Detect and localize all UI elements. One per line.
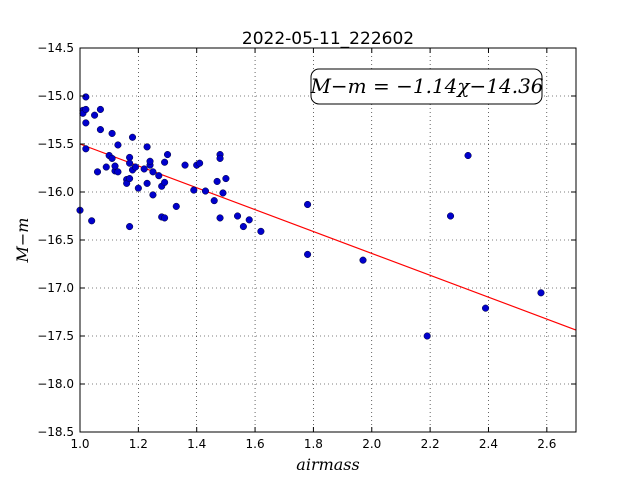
data-point (304, 250, 312, 258)
data-point (155, 172, 163, 180)
fit-line (79, 143, 577, 331)
data-point (210, 197, 218, 205)
data-point (181, 161, 189, 169)
data-point (131, 163, 139, 171)
data-point (482, 304, 490, 312)
fit-line-group (79, 143, 577, 331)
data-point (161, 178, 169, 186)
legend-box-frame (310, 68, 543, 105)
y-tick-labels: −14.5 −15.0 −15.5 −16.0 −16.5 −17.0 −17.5 −18.0… (37, 41, 74, 439)
data-point (359, 256, 367, 264)
data-point (257, 227, 265, 235)
data-point (464, 151, 472, 160)
data-point (163, 151, 172, 159)
x-tick-label: 1.6 (246, 437, 265, 451)
y-tick-label: −14.5 (37, 41, 74, 55)
data-point (88, 217, 96, 225)
data-point (149, 191, 157, 199)
data-point (196, 159, 204, 167)
data-point (201, 187, 210, 195)
data-point (245, 216, 253, 224)
x-axis-label: airmass (296, 455, 359, 474)
data-point (82, 93, 90, 101)
x-tick-label: 1.8 (304, 437, 323, 451)
fit-equation-label: M−m = −1.14χ−14.36 (309, 74, 543, 98)
data-point (96, 126, 104, 134)
data-point (216, 154, 224, 162)
y-tick-label: −17.5 (37, 329, 74, 343)
y-tick-label: −15.0 (37, 89, 74, 103)
y-tick-label: −18.5 (37, 425, 74, 439)
data-point (161, 158, 169, 166)
data-point (143, 179, 151, 187)
data-point (128, 133, 137, 141)
data-point (111, 162, 119, 170)
data-point (216, 214, 224, 222)
data-point (172, 202, 180, 210)
data-point (222, 175, 230, 183)
y-tick-label: −15.5 (37, 137, 74, 151)
x-tick-label: 1.4 (187, 437, 206, 451)
data-point (423, 332, 431, 340)
x-tick-label: 1.0 (70, 437, 89, 451)
data-point (82, 145, 90, 153)
y-axis-label: M−m (13, 218, 32, 264)
x-tick-label: 2.4 (479, 437, 498, 451)
data-point (190, 186, 198, 194)
data-point (146, 157, 154, 165)
data-point (102, 163, 110, 171)
data-point (96, 105, 104, 113)
x-tick-label: 2.2 (421, 437, 440, 451)
y-tick-label: −18.0 (37, 377, 74, 391)
data-point (126, 175, 134, 183)
axis-ticks (79, 47, 576, 433)
x-tick-label: 2.6 (537, 437, 556, 451)
data-point (304, 200, 312, 209)
data-point (537, 289, 545, 297)
data-point (140, 165, 148, 173)
y-tick-label: −16.5 (37, 233, 74, 247)
data-point (446, 212, 455, 220)
data-point (134, 184, 142, 192)
data-point (234, 212, 242, 220)
data-point (114, 141, 122, 149)
data-point (126, 223, 134, 231)
data-points (76, 93, 545, 340)
chart-title: 2022-05-11_222602 (242, 29, 414, 49)
y-tick-label: −16.0 (37, 185, 74, 199)
x-tick-label: 1.2 (129, 437, 148, 451)
data-point (213, 177, 221, 185)
data-point (219, 189, 227, 197)
y-tick-label: −17.0 (37, 281, 74, 295)
data-point (108, 154, 116, 162)
equation-legend-box: M−m = −1.14χ−14.36 (309, 68, 544, 105)
data-point (143, 143, 151, 151)
x-tick-labels: 1.0 1.2 1.4 1.6 1.8 2.0 2.2 2.4 2.6 (70, 437, 556, 451)
data-point (126, 159, 134, 167)
data-point (161, 214, 169, 222)
data-point (82, 119, 90, 127)
x-tick-label: 2.0 (362, 437, 381, 451)
data-point (114, 168, 122, 176)
data-point (93, 168, 102, 176)
data-point (149, 168, 157, 176)
data-point (91, 111, 99, 119)
data-point (239, 223, 247, 231)
data-point (82, 105, 90, 113)
data-point (108, 129, 116, 137)
